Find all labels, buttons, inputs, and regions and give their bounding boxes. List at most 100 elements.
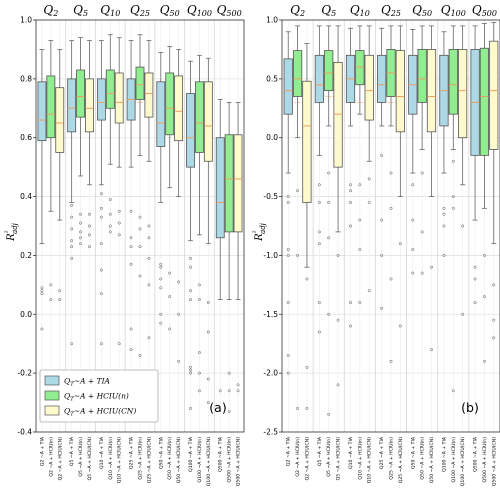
box-body — [135, 66, 145, 100]
box-body — [302, 80, 312, 203]
box-body — [114, 72, 124, 124]
flier-point — [168, 327, 172, 331]
group-header-letter: Q — [412, 3, 422, 17]
x-tick-label: Q5 ~A + HCIU(CN) — [336, 437, 342, 481]
flier-point — [380, 153, 384, 157]
y-tick-label: -0.5 — [263, 192, 278, 201]
x-tick-label: Q5 ~A + HCIU(CN) — [87, 437, 93, 481]
flier-point — [349, 324, 352, 328]
flier-point — [317, 301, 321, 304]
box-body — [215, 137, 225, 239]
flier-point — [197, 389, 201, 393]
group-header-q10: Q10 — [350, 3, 370, 18]
box-q50-s1 — [156, 51, 166, 325]
group-header-q10: Q10 — [100, 3, 120, 18]
flier-point — [398, 324, 402, 328]
x-tick-label: Q2 ~A + HCIU(n) — [48, 437, 54, 477]
flier-point — [79, 242, 83, 246]
flier-point — [451, 195, 455, 199]
flier-point — [420, 230, 424, 234]
x-tick-label: Q5 ~A + TIA — [317, 436, 323, 466]
flier-point — [236, 383, 240, 387]
flier-point — [336, 318, 340, 322]
flier-point — [492, 318, 496, 322]
flier-point — [380, 306, 384, 310]
box-body — [105, 69, 115, 109]
y-axis-label-superscript: ² — [4, 230, 12, 233]
legend-label-subscript: T — [70, 397, 74, 403]
flier-point — [336, 383, 340, 387]
box-body — [426, 49, 437, 133]
group-header-letter: Q — [321, 3, 331, 17]
flier-point — [189, 265, 192, 269]
group-header-q25: Q25 — [130, 3, 150, 18]
flier-point — [286, 253, 290, 257]
flier-point — [420, 171, 424, 175]
group-header-subscript: 2 — [52, 9, 58, 18]
flier-point — [99, 342, 103, 346]
x-tick-label: Q50 ~A + TIA — [410, 436, 416, 469]
plot-frame — [281, 19, 500, 433]
box-q2-s1 — [37, 49, 47, 331]
flier-point — [227, 371, 231, 375]
box-q100-s3 — [203, 57, 213, 405]
flier-point — [473, 301, 477, 304]
flier-point — [88, 224, 91, 228]
box-q500-s2 — [224, 102, 234, 413]
group-header-subscript: 500 — [226, 9, 241, 18]
x-tick-label: Q500 ~A + TIA — [218, 436, 224, 472]
flier-point — [380, 218, 384, 222]
flier-point — [296, 189, 300, 193]
flier-point — [40, 286, 44, 290]
flier-point — [138, 227, 142, 231]
flier-point — [197, 298, 201, 302]
legend-label-1: QT~A + TIA — [64, 377, 111, 388]
y-tick-label: -2.5 — [263, 428, 278, 437]
flier-point — [70, 203, 74, 207]
group-header-letter: Q — [472, 3, 482, 17]
group-header-letter: Q — [381, 3, 391, 17]
flier-point — [40, 292, 44, 296]
flier-point — [286, 354, 290, 357]
flier-point — [461, 312, 465, 316]
y-axis-label-superscript: ² — [252, 230, 260, 233]
flier-point — [147, 236, 151, 240]
box-q2-s2 — [46, 40, 56, 302]
legend-label-subscript: T — [70, 382, 74, 388]
flier-point — [358, 301, 362, 304]
x-tick-label: Q100 ~A + HCIU(n) — [451, 437, 457, 483]
flier-point — [411, 218, 415, 222]
flier-point — [451, 159, 455, 163]
group-header-q2: Q2 — [43, 3, 58, 18]
flier-point — [189, 256, 192, 260]
chart-panel-1: 1.00.80.60.40.20.0-0.2-0.4Q2 Q5 Q10 Q25 Q50 Q… — [4, 3, 245, 486]
y-axis-label: R²adj — [252, 222, 267, 241]
flier-point — [70, 342, 74, 346]
legend-label-2: QT~A + HCIU(n) — [64, 392, 129, 403]
legend-label-prefix: Q — [64, 392, 70, 401]
x-tick-label: Q10 ~A + HCIU(CN) — [367, 437, 373, 483]
box-q50-s2 — [417, 25, 427, 275]
flier-point — [99, 192, 103, 196]
x-tick-label: Q50 ~A + HCIU(CN) — [176, 437, 182, 483]
box-q5-s1 — [67, 40, 77, 346]
legend-swatch-3 — [44, 405, 60, 416]
group-header-letter: Q — [350, 3, 360, 17]
y-tick-label: -0.4 — [17, 428, 32, 437]
flier-point — [79, 236, 83, 240]
flier-point — [358, 218, 362, 222]
x-tick-label: Q100 ~A + HCIU(n) — [197, 437, 203, 483]
x-tick-label: Q25 ~A + HCIU(CN) — [146, 437, 152, 483]
group-header-q2: Q2 — [290, 3, 305, 18]
flier-point — [349, 301, 352, 304]
flier-point — [206, 377, 210, 381]
group-header-letter: Q — [43, 3, 53, 17]
flier-point — [40, 289, 44, 293]
flier-point — [349, 189, 352, 193]
flier-point — [88, 212, 91, 216]
flier-point — [189, 371, 192, 375]
x-tick-label: Q50 ~A + HCIU(n) — [420, 437, 426, 480]
panel-label: (b) — [461, 400, 479, 415]
box-body — [377, 54, 387, 103]
box-q10-s2 — [355, 25, 365, 304]
